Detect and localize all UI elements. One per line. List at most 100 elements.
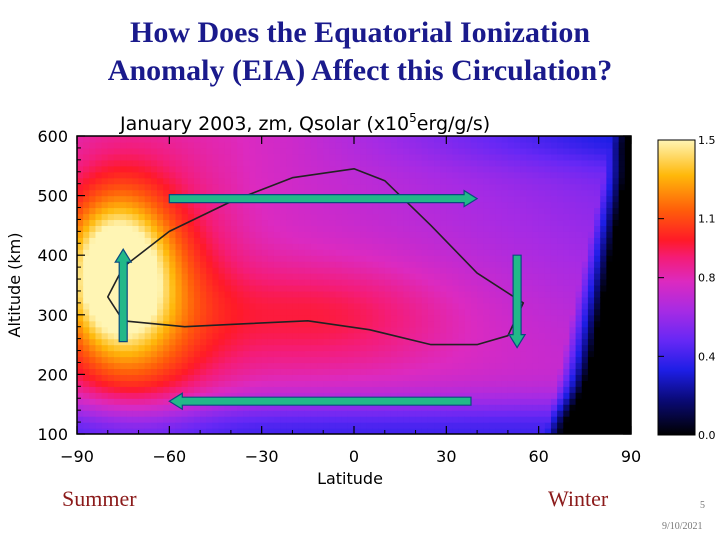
- heatmap-cell: [83, 159, 90, 167]
- heatmap-cell: [507, 153, 515, 161]
- heatmap-cell: [600, 368, 607, 375]
- heatmap-cell: [212, 189, 220, 197]
- heatmap-cell: [618, 201, 626, 209]
- heatmap-cell: [341, 296, 349, 304]
- heatmap-cell: [218, 416, 226, 423]
- heatmap-cell: [144, 344, 152, 352]
- heatmap-cell: [347, 344, 355, 352]
- heatmap-cell: [569, 273, 577, 280]
- heatmap-cell: [212, 290, 220, 298]
- heatmap-cell: [470, 201, 478, 209]
- heatmap-cell: [489, 296, 497, 304]
- heatmap-cell: [532, 368, 540, 375]
- heatmap-cell: [280, 392, 287, 399]
- heatmap-cell: [169, 243, 177, 250]
- heatmap-cell: [618, 410, 626, 417]
- heatmap-cell: [575, 237, 583, 244]
- heatmap-cell: [624, 153, 631, 161]
- heatmap-cell: [563, 398, 571, 405]
- heatmap-cell: [206, 165, 214, 173]
- heatmap-cell: [181, 290, 189, 298]
- heatmap-cell: [163, 261, 170, 268]
- heatmap-cell: [230, 386, 238, 393]
- heatmap-cell: [557, 350, 564, 358]
- heatmap-cell: [544, 231, 552, 238]
- heatmap-cell: [427, 356, 435, 364]
- heatmap-cell: [372, 422, 380, 429]
- heatmap-cell: [292, 255, 300, 262]
- heatmap-cell: [169, 189, 177, 197]
- heatmap-cell: [415, 374, 423, 381]
- heatmap-cell: [280, 356, 287, 364]
- heatmap-cell: [366, 338, 374, 346]
- heatmap-cell: [526, 165, 534, 173]
- heatmap-cell: [575, 410, 583, 417]
- heatmap-cell: [397, 177, 404, 185]
- heatmap-cell: [126, 141, 133, 149]
- heatmap-cell: [144, 147, 152, 155]
- heatmap-cell: [372, 279, 380, 286]
- heatmap-cell: [323, 171, 330, 179]
- heatmap-cell: [507, 314, 515, 322]
- heatmap-cell: [397, 296, 404, 304]
- heatmap-cell: [286, 153, 294, 161]
- heatmap-cell: [193, 356, 201, 364]
- heatmap-cell: [323, 153, 330, 161]
- heatmap-cell: [409, 255, 417, 262]
- heatmap-cell: [181, 213, 189, 221]
- heatmap-cell: [618, 249, 626, 256]
- heatmap-cell: [243, 207, 250, 215]
- heatmap-cell: [452, 201, 460, 209]
- heatmap-cell: [470, 207, 478, 215]
- heatmap-cell: [397, 243, 404, 250]
- heatmap-cell: [354, 201, 361, 209]
- heatmap-cell: [489, 320, 497, 328]
- heatmap-cell: [600, 386, 607, 393]
- heatmap-cell: [144, 249, 152, 256]
- heatmap-cell: [347, 374, 355, 381]
- heatmap-cell: [237, 171, 244, 179]
- heatmap-cell: [378, 249, 386, 256]
- heatmap-cell: [200, 332, 207, 340]
- heatmap-cell: [434, 422, 441, 429]
- heatmap-cell: [280, 320, 287, 328]
- heatmap-cell: [317, 249, 324, 256]
- heatmap-cell: [587, 428, 595, 434]
- heatmap-cell: [273, 374, 281, 381]
- heatmap-cell: [575, 320, 583, 328]
- heatmap-cell: [163, 320, 170, 328]
- heatmap-cell: [532, 380, 540, 387]
- heatmap-cell: [514, 428, 521, 434]
- heatmap-cell: [464, 326, 472, 334]
- heatmap-cell: [255, 261, 263, 268]
- heatmap-cell: [249, 225, 257, 232]
- heatmap-cell: [427, 171, 435, 179]
- heatmap-cell: [347, 219, 355, 226]
- heatmap-cell: [310, 416, 318, 423]
- heatmap-cell: [255, 350, 263, 358]
- heatmap-cell: [563, 392, 571, 399]
- heatmap-cell: [249, 290, 257, 298]
- heatmap-cell: [298, 159, 306, 167]
- heatmap-cell: [317, 320, 324, 328]
- heatmap-cell: [532, 422, 540, 429]
- heatmap-cell: [280, 374, 287, 381]
- heatmap-cell: [470, 428, 478, 434]
- heatmap-cell: [495, 308, 503, 316]
- heatmap-cell: [427, 422, 435, 429]
- heatmap-cell: [83, 255, 90, 262]
- heatmap-cell: [427, 183, 435, 191]
- heatmap-cell: [600, 350, 607, 358]
- heatmap-cell: [83, 314, 90, 322]
- heatmap-cell: [618, 159, 626, 167]
- heatmap-cell: [470, 177, 478, 185]
- heatmap-cell: [255, 249, 263, 256]
- heatmap-cell: [495, 362, 503, 370]
- heatmap-cell: [138, 261, 146, 268]
- heatmap-cell: [415, 368, 423, 375]
- heatmap-cell: [113, 320, 121, 328]
- x-tick-label: −90: [60, 447, 94, 466]
- heatmap-cell: [175, 261, 183, 268]
- heatmap-cell: [446, 153, 454, 161]
- heatmap-cell: [138, 362, 146, 370]
